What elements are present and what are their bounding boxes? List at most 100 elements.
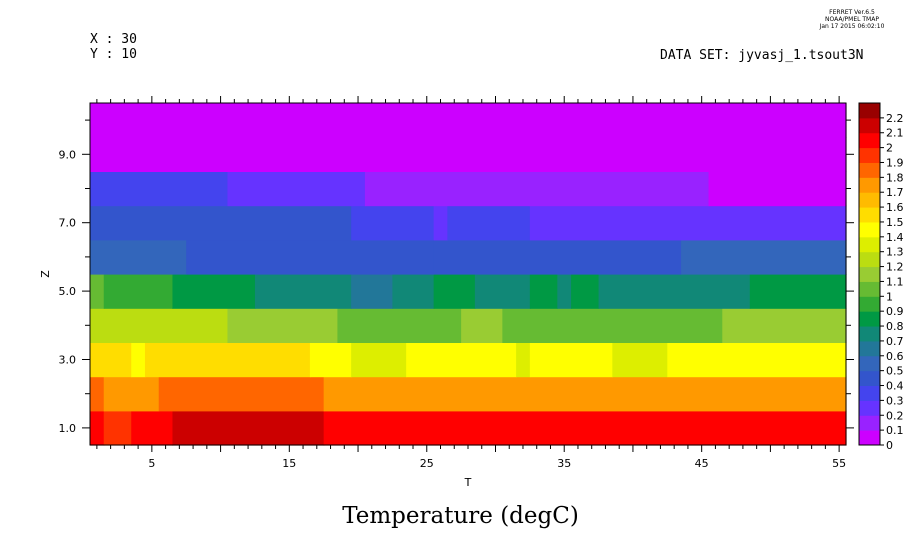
heatmap-cell <box>131 342 146 378</box>
x-tick-label: 15 <box>282 457 296 470</box>
colorbar-swatch <box>859 103 880 119</box>
colorbar-swatch <box>859 415 880 431</box>
colorbar-label: 1.8 <box>886 171 904 184</box>
heatmap-cell <box>529 274 558 309</box>
heatmap-cell <box>103 274 174 309</box>
x-axis: 5 15 25 35 45 55 <box>96 96 846 470</box>
heatmap-cell <box>529 205 847 241</box>
colorbar-label: 1.7 <box>886 186 904 199</box>
colorbar-swatch <box>859 296 880 312</box>
heatmap-cell <box>516 342 531 378</box>
heatmap-cell <box>227 308 339 343</box>
y-tick-label: 5.0 <box>59 285 77 298</box>
colorbar-label: 1.4 <box>886 231 904 244</box>
heatmap-cell <box>90 376 105 412</box>
colorbar-label: 2.2 <box>886 112 904 125</box>
heatmap-cell <box>144 342 311 378</box>
colorbar-label: 0.4 <box>886 380 904 393</box>
colorbar: 0 0.1 0.2 0.30.4 0.5 0.6 0.7 0.8 0.9 1 1.11.2 1.3 1.… <box>858 102 904 452</box>
ferret-version: FERRET Ver.6.5 <box>829 9 875 16</box>
heatmap-cell <box>90 103 847 138</box>
heatmap-cell <box>227 171 366 207</box>
colorbar-label: 0.2 <box>886 409 904 422</box>
heatmap-cell <box>172 410 325 446</box>
y-axis-label: Z <box>39 270 52 278</box>
y-tick-label: 3.0 <box>59 354 77 367</box>
colorbar-swatch <box>859 385 880 401</box>
heatmap-cell <box>90 239 187 275</box>
heatmap-cell <box>323 410 847 446</box>
heatmap-cell <box>447 205 531 241</box>
colorbar-swatch <box>859 370 880 387</box>
colorbar-label: 0.3 <box>886 394 904 407</box>
heatmap-cell <box>337 308 462 343</box>
colorbar-label: 1 <box>886 290 893 303</box>
ferret-stamp: FERRET Ver.6.5 NOAA/PMEL TMAP Jan 17 201… <box>812 9 892 30</box>
heatmap-cell <box>708 171 847 207</box>
colorbar-label: 2.1 <box>886 127 904 140</box>
heatmap-cell <box>571 274 600 309</box>
colorbar-label: 1.3 <box>886 246 904 259</box>
heatmap-cell <box>351 274 393 309</box>
colorbar-swatch <box>859 355 880 372</box>
x-tick-label: 45 <box>695 457 709 470</box>
y-tick-label: 9.0 <box>59 148 77 161</box>
colorbar-label: 2 <box>886 142 893 155</box>
colorbar-label: 0.6 <box>886 350 904 363</box>
colorbar-swatch <box>859 192 880 208</box>
colorbar-label: 1.2 <box>886 261 904 274</box>
heatmap-cell <box>681 239 847 275</box>
heatmap-cell <box>103 376 160 412</box>
colorbar-label: 0.8 <box>886 320 904 333</box>
heatmap-cell <box>502 308 723 343</box>
heatmap-cell <box>461 308 503 343</box>
heatmap-cells <box>90 103 847 446</box>
heatmap-cell <box>186 239 435 275</box>
dataset-label: DATA SET: jyvasj_1.tsout3N <box>660 48 864 63</box>
heatmap-cell <box>667 342 847 378</box>
colorbar-swatch <box>859 326 880 342</box>
colorbar-swatch <box>859 266 880 282</box>
colorbar-label: 0 <box>886 439 893 452</box>
x-tick-label: 35 <box>557 457 571 470</box>
heatmap-cell <box>433 205 448 241</box>
heatmap-cell <box>90 171 229 207</box>
colorbar-swatch <box>859 400 880 416</box>
colorbar-swatch <box>859 340 880 357</box>
colorbar-swatch <box>859 177 880 193</box>
colorbar-label: 0.5 <box>886 365 904 378</box>
colorbar-swatch <box>859 147 880 163</box>
x-info: X : 30 <box>90 32 137 47</box>
heatmap-cell <box>90 137 847 172</box>
heatmap-cell <box>392 274 435 309</box>
ferret-org: NOAA/PMEL TMAP <box>825 16 879 23</box>
heatmap-cell <box>474 274 531 309</box>
heatmap-cell <box>433 274 476 309</box>
heatmap-cell <box>90 274 105 309</box>
colorbar-swatch <box>859 251 880 268</box>
heatmap-cell <box>90 342 132 378</box>
ferret-date: Jan 17 2015 06:02:10 <box>819 23 885 30</box>
heatmap-cell <box>557 274 572 309</box>
colorbar-label: 0.9 <box>886 305 904 318</box>
x-tick-label: 55 <box>832 457 846 470</box>
colorbar-swatch <box>859 236 880 253</box>
heatmap-cell <box>254 274 352 309</box>
colorbar-swatch <box>859 132 880 149</box>
colorbar-swatch <box>859 162 880 178</box>
heatmap-cell <box>351 342 407 378</box>
colorbar-label: 1.1 <box>886 275 904 288</box>
heatmap-cell <box>433 239 682 275</box>
colorbar-swatch <box>859 207 880 223</box>
x-axis-label: T <box>464 476 472 489</box>
heatmap-cell <box>323 376 847 412</box>
colorbar-label: 0.7 <box>886 335 904 348</box>
y-axis: 1.0 3.0 5.0 7.0 9.0 <box>59 119 854 435</box>
colorbar-swatch <box>859 117 880 134</box>
heatmap-cell <box>612 342 668 378</box>
heatmap-cell <box>90 410 105 446</box>
colorbar-swatch <box>859 221 880 238</box>
x-tick-label: 25 <box>420 457 434 470</box>
heatmap-cell <box>722 308 847 343</box>
